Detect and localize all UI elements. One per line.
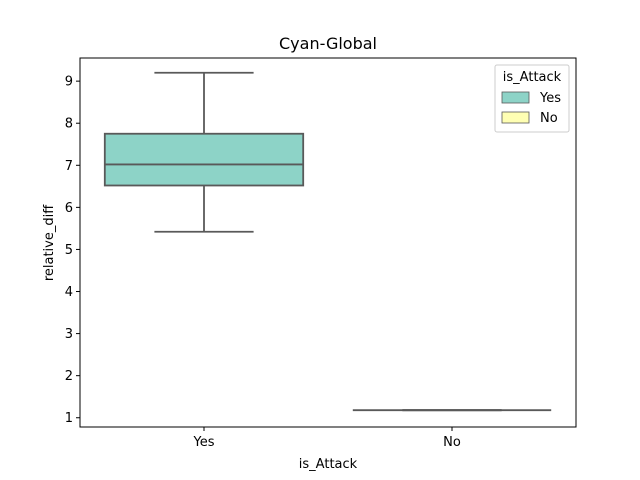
legend-label-yes: Yes <box>539 91 561 106</box>
y-axis-label: relative_diff <box>42 204 57 281</box>
plot-frame <box>79 57 577 428</box>
x-tick-label: Yes <box>193 435 215 450</box>
chart-title: Cyan-Global <box>279 34 377 53</box>
y-tick-label: 6 <box>65 201 73 216</box>
y-axis: 1 2 3 4 5 6 7 8 9 <box>65 75 80 426</box>
y-tick-label: 1 <box>65 411 73 426</box>
y-tick-label: 5 <box>65 243 73 258</box>
y-tick-label: 8 <box>65 117 73 132</box>
legend-label-no: No <box>540 111 558 126</box>
y-tick-label: 9 <box>65 75 73 90</box>
x-tick-label: No <box>443 435 461 450</box>
box-iqr <box>103 132 305 187</box>
y-tick-label: 2 <box>65 369 73 384</box>
legend: is_Attack Yes No <box>494 64 570 133</box>
boxes <box>103 71 552 412</box>
x-axis: Yes No <box>193 427 461 450</box>
y-tick-label: 3 <box>65 327 73 342</box>
box-yes <box>103 71 305 233</box>
legend-entries: Yes No <box>501 91 561 126</box>
legend-title: is_Attack <box>503 70 562 85</box>
x-axis-label: is_Attack <box>299 457 358 472</box>
legend-swatch-no <box>501 111 530 124</box>
legend-swatch-yes <box>501 91 530 104</box>
y-tick-label: 7 <box>65 159 73 174</box>
y-tick-label: 4 <box>65 285 73 300</box>
